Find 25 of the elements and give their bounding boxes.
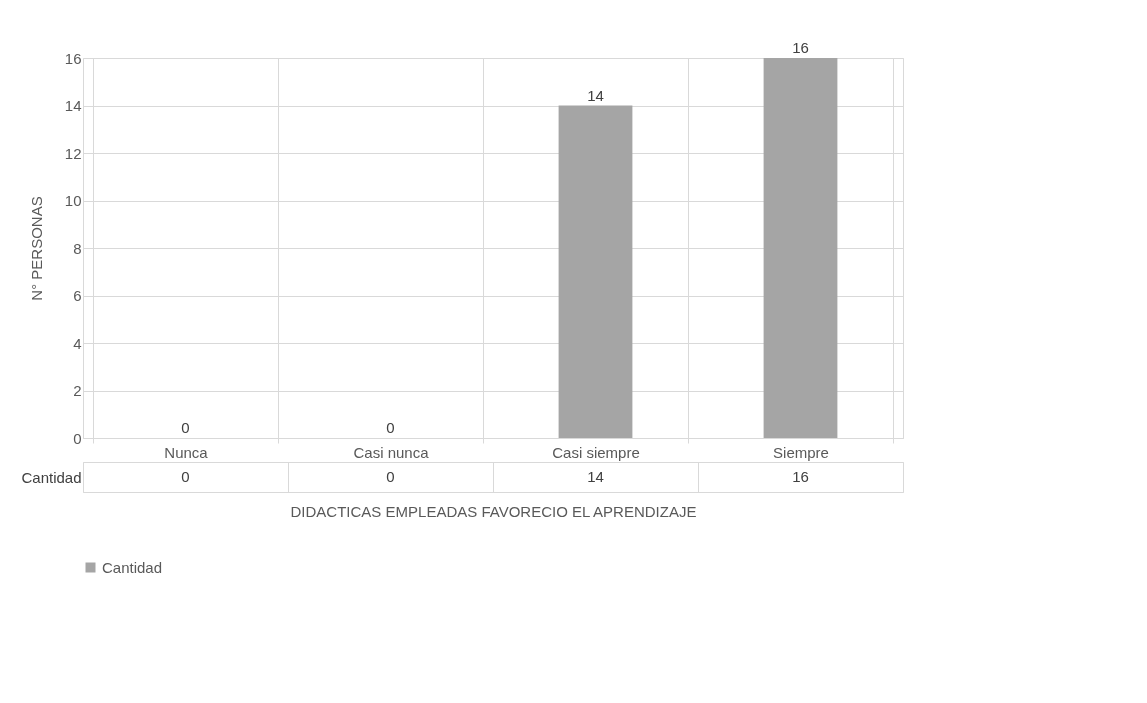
y-tick-label: 14 (64, 97, 82, 114)
x-tick-label: Nunca (164, 443, 209, 461)
y-tick-label: 2 (73, 382, 82, 399)
y-tick-label: 10 (64, 192, 82, 209)
y-tick-label: 8 (73, 239, 82, 257)
x-tick-label: Siempre (773, 443, 829, 461)
text: Cantidad (21, 468, 82, 486)
data-label: 0 (181, 419, 190, 436)
y-tick-label: 12 (64, 144, 82, 162)
y-tick-label: 6 (73, 287, 82, 304)
text: 0 (181, 468, 190, 485)
y-tick-label: 0 (73, 429, 82, 447)
text: 0 (386, 468, 395, 485)
x-tick-label: Casi nunca (353, 443, 430, 461)
y-axis-title: N° PERSONAS (27, 196, 45, 301)
data-label: 14 (587, 86, 604, 104)
x-tick-label: Casi siempre (552, 443, 640, 461)
data-label: 0 (386, 419, 395, 436)
legend-label: Cantidad (102, 558, 163, 576)
y-tick-label: 16 (64, 49, 82, 67)
x-axis-title: DIDACTICAS EMPLEADAS FAVORECIO EL APRENDIZAJE (290, 502, 697, 520)
text: 16 (792, 468, 809, 485)
y-tick-label: 4 (73, 334, 82, 352)
text: 14 (587, 468, 604, 485)
data-label: 16 (792, 39, 809, 56)
